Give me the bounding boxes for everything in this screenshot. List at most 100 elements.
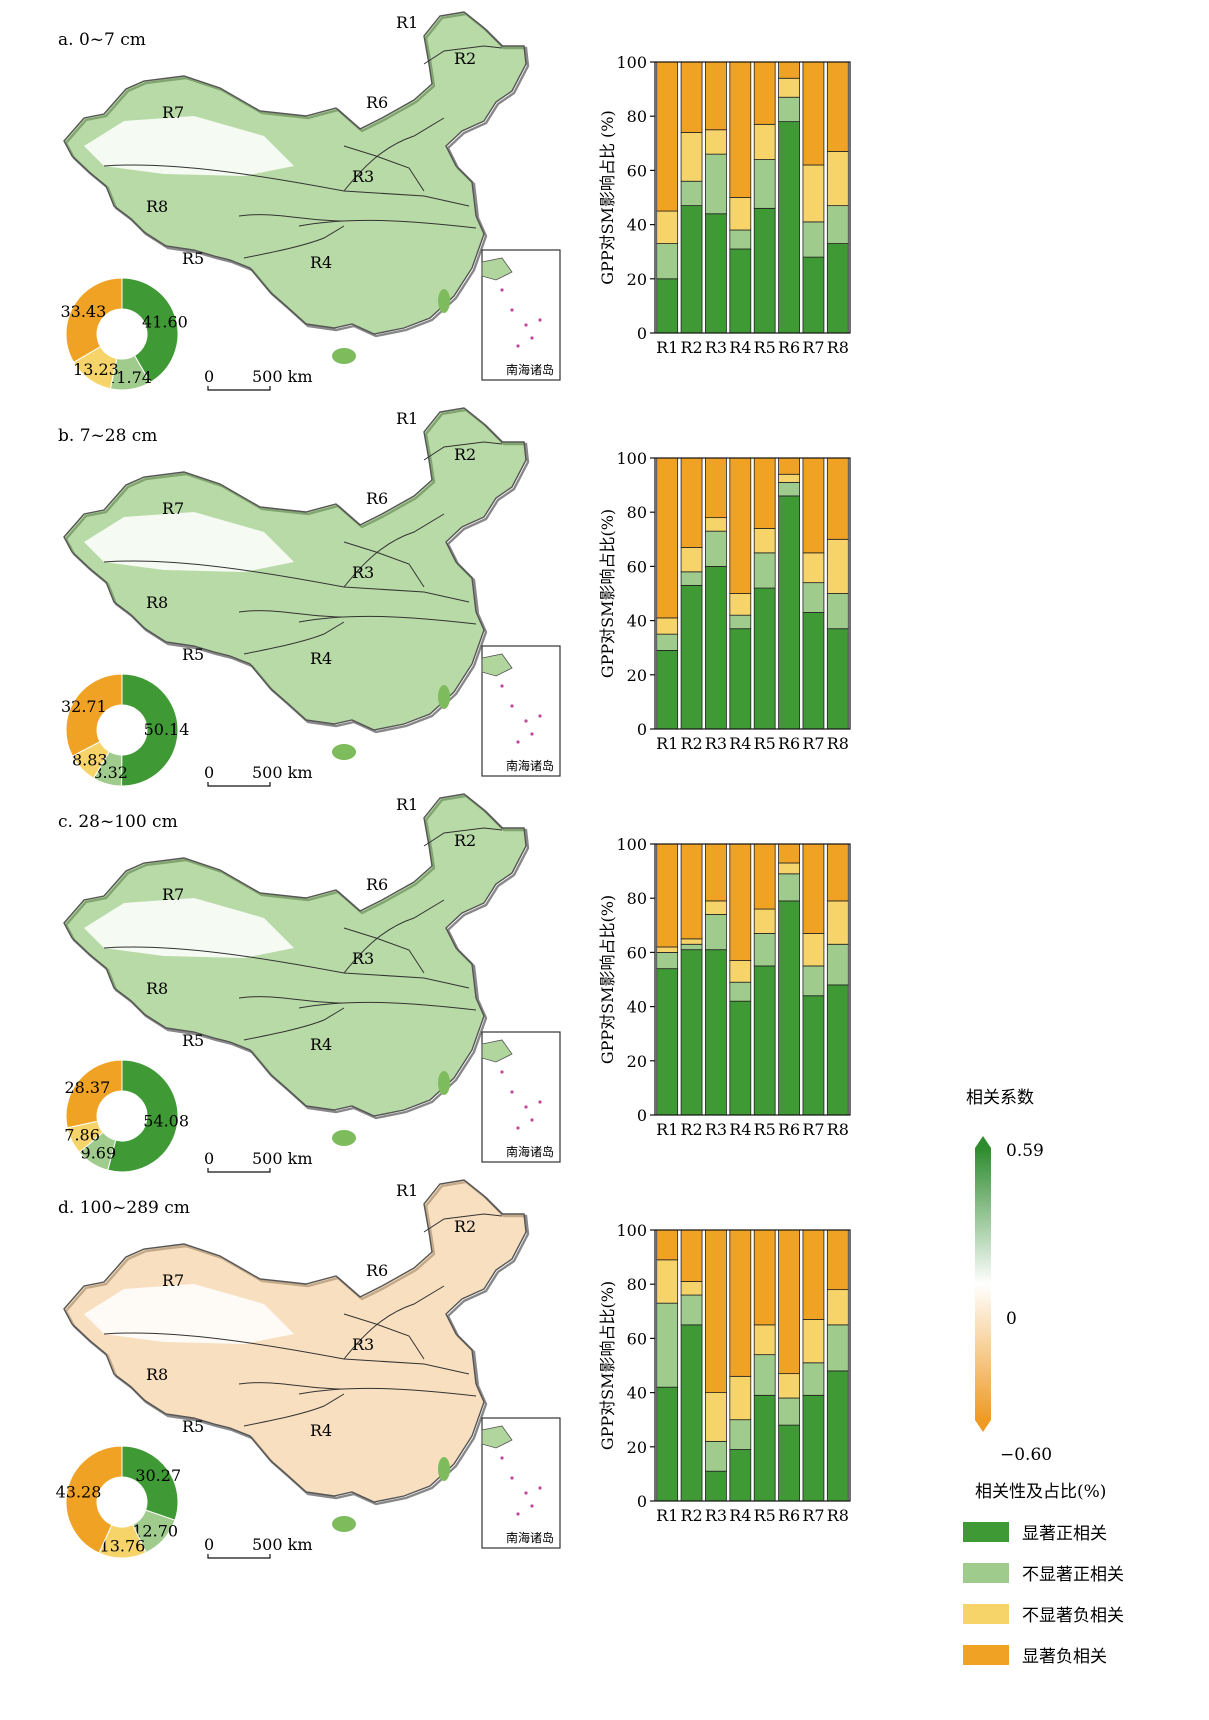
- bar-r6-sig-pos: [778, 1424, 800, 1502]
- bar-r7-sig-pos: [802, 256, 825, 334]
- region-label-r1: R1: [396, 1181, 418, 1200]
- x-tick-label: R2: [680, 1506, 702, 1525]
- x-tick-label: R1: [656, 734, 678, 753]
- x-tick-label: R7: [802, 338, 824, 357]
- taiwan: [438, 289, 450, 313]
- donut-chart: 50.14 8.328.83 32.71: [61, 673, 190, 787]
- region-label-r8: R8: [146, 197, 168, 216]
- bar-r4-sig-neg: [729, 843, 752, 961]
- legend-label-nonsig-neg: 不显著负相关: [1022, 1606, 1124, 1626]
- map-outline: [63, 11, 527, 335]
- bar-r2-sig-neg: [680, 457, 703, 548]
- region-label-r5: R5: [182, 1417, 204, 1436]
- bar-r3-nonsig-pos: [705, 914, 727, 951]
- scale-bar: [207, 1168, 271, 1173]
- x-tick-label: R4: [729, 338, 751, 357]
- bar-r4-nonsig-neg: [729, 593, 752, 616]
- region-boundary: [298, 1001, 477, 1011]
- region-label-r6: R6: [366, 93, 388, 112]
- stacked-bar-chart: R1 R2 R3 R4 R5 R6 R7 R8 0 20 40 60 80 100 GPP对SM影响占比 (…: [598, 53, 851, 357]
- y-tick-label: 0: [637, 1106, 647, 1125]
- x-tick-label: R6: [778, 1120, 800, 1139]
- y-tick-label: 60: [627, 557, 647, 576]
- bar-r2-nonsig-neg: [680, 938, 703, 945]
- region-boundary: [343, 513, 445, 588]
- bar-r5-nonsig-neg: [753, 908, 776, 934]
- colorbar-min-arrow: [975, 1420, 991, 1432]
- bar-r6-nonsig-pos: [778, 481, 800, 497]
- bar-r8-nonsig-neg: [826, 1289, 849, 1326]
- inset-island: [524, 719, 528, 723]
- bar-r4-sig-neg: [729, 61, 752, 198]
- x-tick-label: R8: [827, 1506, 849, 1525]
- region-label-r3: R3: [352, 949, 374, 968]
- donut-label-sig-pos: 41.60: [142, 312, 188, 331]
- bar-r6-sig-neg: [778, 843, 800, 864]
- bar-r8-sig-neg: [826, 843, 849, 902]
- donut-chart: 54.08 9.697.86 28.37: [64, 1059, 189, 1173]
- region-boundary: [423, 441, 503, 461]
- bar-r2-sig-neg: [680, 843, 703, 940]
- bar-r5-nonsig-pos: [753, 552, 776, 589]
- y-tick-label: 60: [627, 1329, 647, 1348]
- bar-r8-nonsig-pos: [826, 593, 849, 630]
- bar-r6-nonsig-pos: [778, 1397, 800, 1426]
- inset-label: 南海诸岛: [506, 1144, 554, 1159]
- bar-r7-nonsig-neg: [802, 164, 825, 223]
- bar-r6-nonsig-pos: [778, 96, 800, 123]
- bar-r5-sig-pos: [753, 1394, 776, 1502]
- donut-label-nonsig-pos: 9.69: [81, 1144, 117, 1163]
- china-map: R1 R2 R3 R4 R5 R6 R7 R8: [63, 793, 530, 1146]
- bar-r7-sig-pos: [802, 612, 825, 730]
- south-china-sea-inset: 南海诸岛: [481, 1031, 561, 1163]
- y-tick-label: 20: [627, 270, 647, 289]
- bar-r1-sig-neg: [656, 61, 679, 212]
- stacked-bar-chart: R1 R2 R3 R4 R5 R6 R7 R8 0 20 40 60 80 100 GPP对SM影响占比(%…: [598, 449, 851, 753]
- y-axis-label: GPP对SM影响占比(%): [598, 509, 617, 678]
- y-tick-label: 80: [627, 107, 647, 126]
- plot-frame: [654, 1229, 851, 1502]
- colorbar-min-label: −0.60: [1000, 1445, 1052, 1465]
- bar-r2-sig-neg: [680, 61, 703, 133]
- region-label-r2: R2: [454, 445, 476, 464]
- hainan: [332, 1516, 356, 1532]
- inset-island: [500, 1456, 504, 1460]
- legend-label-sig-neg: 显著负相关: [1022, 1647, 1107, 1667]
- map-outline: [63, 1179, 527, 1503]
- panel-title: a. 0~7 cm: [58, 30, 146, 50]
- y-tick-label: 60: [627, 161, 647, 180]
- bar-r7-nonsig-pos: [802, 965, 825, 997]
- bar-r2-nonsig-pos: [680, 943, 703, 951]
- bar-r4-sig-pos: [729, 628, 752, 730]
- bar-r7-nonsig-neg: [802, 1319, 825, 1364]
- region-boundary: [343, 1285, 445, 1360]
- inset-island: [530, 1118, 534, 1122]
- bar-r3-sig-pos: [705, 566, 727, 730]
- region-label-r6: R6: [366, 875, 388, 894]
- inset-island: [510, 1476, 514, 1480]
- bar-r1-sig-pos: [656, 968, 679, 1116]
- donut-label-nonsig-neg: 13.76: [100, 1536, 146, 1555]
- y-tick-label: 100: [616, 835, 647, 854]
- stacked-bar-chart: R1 R2 R3 R4 R5 R6 R7 R8 0 20 40 60 80 100 GPP对SM影响占比(%…: [598, 835, 851, 1139]
- bar-r5-sig-pos: [753, 965, 776, 1116]
- colorbar-title: 相关系数: [966, 1088, 1034, 1108]
- hainan: [332, 348, 356, 364]
- bar-r4-nonsig-pos: [729, 229, 752, 250]
- region-label-r3: R3: [352, 1335, 374, 1354]
- bar-r5-sig-neg: [753, 457, 776, 529]
- bar-r6-nonsig-neg: [778, 862, 800, 875]
- region-label-r4: R4: [310, 253, 332, 272]
- inset-island: [500, 1070, 504, 1074]
- x-tick-label: R3: [705, 1120, 727, 1139]
- x-tick-label: R5: [754, 338, 776, 357]
- taiwan: [438, 1071, 450, 1095]
- donut-label-sig-pos: 50.14: [144, 720, 190, 739]
- region-boundary: [343, 899, 445, 974]
- x-tick-label: R5: [754, 1120, 776, 1139]
- region-label-r6: R6: [366, 489, 388, 508]
- bar-r8-nonsig-pos: [826, 1324, 849, 1372]
- x-tick-label: R6: [778, 1506, 800, 1525]
- y-tick-label: 20: [627, 1438, 647, 1457]
